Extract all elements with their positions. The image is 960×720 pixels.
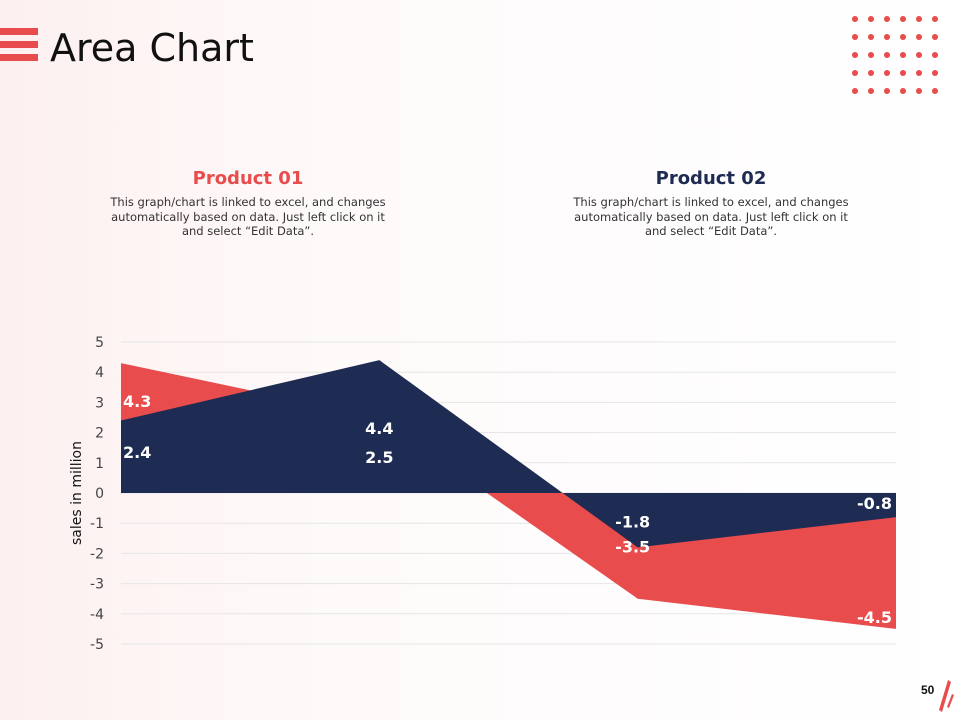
y-tick-label: -3 <box>90 577 104 593</box>
page-number: 50 <box>921 683 935 697</box>
y-tick-label: 5 <box>95 335 104 351</box>
product-01-description: This graph/chart is linked to excel, and… <box>110 195 386 238</box>
data-label: 4.4 <box>365 419 393 438</box>
y-tick-label: -5 <box>90 637 104 653</box>
data-label: -1.8 <box>615 512 650 531</box>
y-tick-label: 3 <box>95 395 104 411</box>
data-label: -0.8 <box>857 494 892 513</box>
brand-slash-icon <box>939 680 954 712</box>
y-tick-label: 1 <box>95 456 104 472</box>
data-label: 4.3 <box>123 392 151 411</box>
product-01-block: Product 01 This graph/chart is linked to… <box>108 168 388 239</box>
product-02-title: Product 02 <box>655 168 767 189</box>
data-label: 2.4 <box>123 443 151 462</box>
product-02-description: This graph/chart is linked to excel, and… <box>573 195 849 238</box>
y-tick-label: 4 <box>95 365 104 381</box>
area-chart[interactable]: 5 4 3 2 1 0 -1 -2 -3 -4 -5 sales in million 4.3 2.5 -3… <box>0 300 960 680</box>
area-series-2 <box>121 360 896 548</box>
y-tick-label: 2 <box>95 426 104 442</box>
data-label: 2.5 <box>365 448 393 467</box>
data-label: -3.5 <box>615 538 650 557</box>
data-label: -4.5 <box>857 608 892 627</box>
y-axis-label: sales in million <box>69 441 85 545</box>
y-tick-label: -1 <box>90 516 104 532</box>
page-title: Area Chart <box>50 26 254 70</box>
title-accent-bars <box>0 28 38 67</box>
product-01-title: Product 01 <box>192 168 304 189</box>
decorative-dot-grid <box>852 16 938 94</box>
y-tick-label: -4 <box>90 607 104 623</box>
y-tick-label: -2 <box>90 546 104 562</box>
product-02-block: Product 02 This graph/chart is linked to… <box>571 168 851 239</box>
y-tick-label: 0 <box>95 486 104 502</box>
